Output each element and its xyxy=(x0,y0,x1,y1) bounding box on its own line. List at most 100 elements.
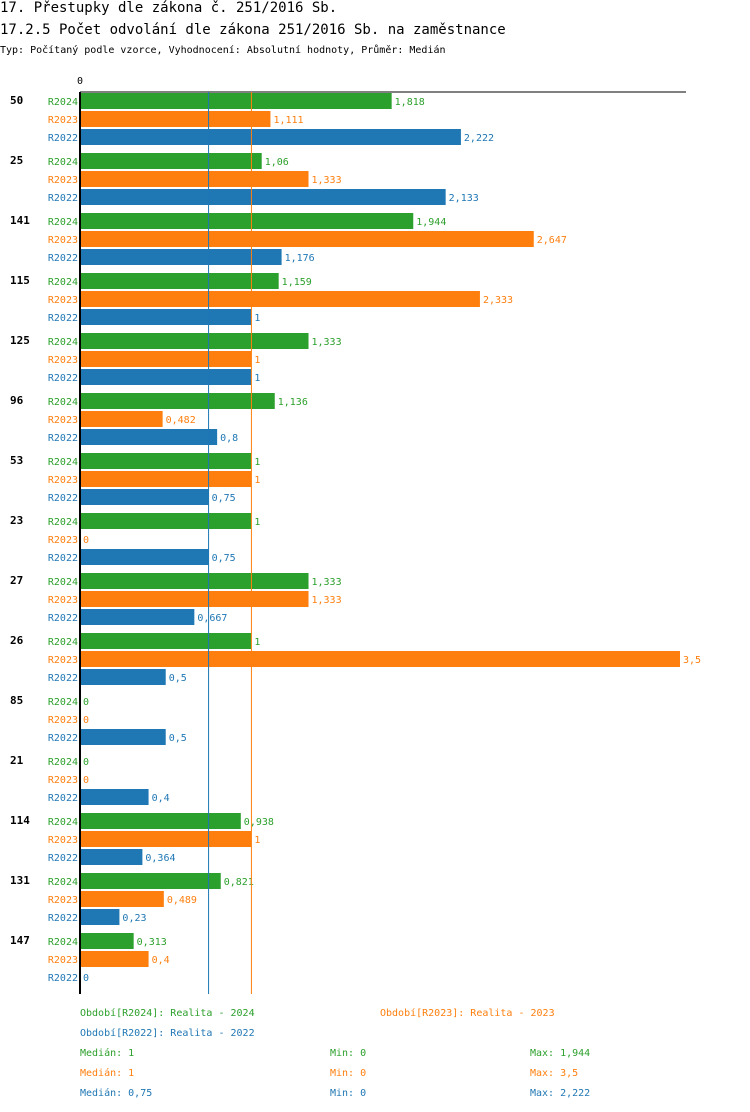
data-label: 1 xyxy=(254,355,260,366)
category-label: 25 xyxy=(10,154,23,167)
data-label: 2,222 xyxy=(464,133,494,144)
category-label: 114 xyxy=(10,814,30,827)
data-label: 0 xyxy=(83,973,89,984)
data-label: 1,944 xyxy=(416,217,446,228)
category-label: 115 xyxy=(10,274,30,287)
data-label: 0 xyxy=(83,697,89,708)
data-label: 0 xyxy=(83,715,89,726)
stat-max-r2024: Max: 1,944 xyxy=(530,1048,591,1059)
bar xyxy=(80,633,252,649)
category-label: 27 xyxy=(10,574,23,587)
bar xyxy=(80,549,209,565)
bar xyxy=(80,849,143,865)
bar xyxy=(80,573,309,589)
bar xyxy=(80,153,262,169)
bar xyxy=(80,513,252,529)
data-label: 0 xyxy=(83,757,89,768)
data-label: 0,75 xyxy=(212,553,236,564)
series-label: R2022 xyxy=(48,853,78,864)
chart-subtitle: 17.2.5 Počet odvolání dle zákona 251/201… xyxy=(0,22,506,38)
series-label: R2024 xyxy=(48,217,78,228)
series-label: R2023 xyxy=(48,355,78,366)
data-label: 2,133 xyxy=(449,193,479,204)
bar-chart: 0 50 R2024 1,818 R2023 1,111 R2022 2,222 25 R2024… xyxy=(10,76,701,994)
bar xyxy=(80,609,195,625)
series-label: R2022 xyxy=(48,973,78,984)
series-label: R2023 xyxy=(48,715,78,726)
data-label: 0,5 xyxy=(169,733,187,744)
series-label: R2024 xyxy=(48,637,78,648)
chart-title: 17. Přestupky dle zákona č. 251/2016 Sb. xyxy=(0,0,338,16)
bar xyxy=(80,909,120,925)
series-label: R2023 xyxy=(48,535,78,546)
data-label: 1,111 xyxy=(273,115,303,126)
data-label: 0,938 xyxy=(244,817,274,828)
series-label: R2024 xyxy=(48,577,78,588)
stat-max-r2022: Max: 2,222 xyxy=(530,1088,591,1099)
category-label: 50 xyxy=(10,94,23,107)
bar xyxy=(80,591,309,607)
stat-max-r2023: Max: 3,5 xyxy=(530,1068,579,1079)
stat-min-r2023: Min: 0 xyxy=(330,1068,367,1079)
data-label: 1,159 xyxy=(282,277,312,288)
series-label: R2023 xyxy=(48,295,78,306)
data-label: 0,821 xyxy=(224,877,254,888)
bar xyxy=(80,93,392,109)
series-label: R2023 xyxy=(48,655,78,666)
x-axis-zero-label: 0 xyxy=(77,76,83,87)
series-label: R2023 xyxy=(48,595,78,606)
data-label: 1,333 xyxy=(312,337,342,348)
series-label: R2022 xyxy=(48,373,78,384)
stat-min-r2024: Min: 0 xyxy=(330,1048,367,1059)
category-label: 96 xyxy=(10,394,24,407)
bar xyxy=(80,669,166,685)
bar xyxy=(80,213,414,229)
data-label: 0,482 xyxy=(166,415,196,426)
bar xyxy=(80,489,209,505)
series-label: R2023 xyxy=(48,415,78,426)
data-label: 1,818 xyxy=(395,97,425,108)
bar xyxy=(80,129,461,145)
bar xyxy=(80,171,309,187)
series-label: R2024 xyxy=(48,877,78,888)
data-label: 0 xyxy=(83,775,89,786)
category-label: 26 xyxy=(10,634,24,647)
series-label: R2023 xyxy=(48,775,78,786)
category-label: 85 xyxy=(10,694,23,707)
data-label: 3,5 xyxy=(683,655,701,666)
data-label: 1,136 xyxy=(278,397,308,408)
series-label: R2023 xyxy=(48,475,78,486)
series-label: R2024 xyxy=(48,817,78,828)
data-label: 1 xyxy=(254,637,260,648)
series-label: R2024 xyxy=(48,517,78,528)
series-label: R2024 xyxy=(48,277,78,288)
bar xyxy=(80,351,252,367)
series-label: R2024 xyxy=(48,157,78,168)
data-label: 0,364 xyxy=(145,853,175,864)
category-label: 125 xyxy=(10,334,30,347)
data-label: 1,333 xyxy=(312,577,342,588)
series-label: R2024 xyxy=(48,457,78,468)
bar xyxy=(80,429,218,445)
series-label: R2023 xyxy=(48,895,78,906)
chart-type-line: Typ: Počítaný podle vzorce, Vyhodnocení:… xyxy=(0,45,446,56)
data-label: 1 xyxy=(254,835,260,846)
bar xyxy=(80,453,252,469)
bar xyxy=(80,873,221,889)
bar xyxy=(80,111,271,127)
data-label: 1 xyxy=(254,313,260,324)
series-label: R2022 xyxy=(48,913,78,924)
bar xyxy=(80,249,282,265)
category-label: 147 xyxy=(10,934,30,947)
category-label: 141 xyxy=(10,214,30,227)
series-label: R2022 xyxy=(48,193,78,204)
data-label: 1,333 xyxy=(312,595,342,606)
bar xyxy=(80,831,252,847)
data-label: 0,75 xyxy=(212,493,236,504)
data-label: 0,4 xyxy=(152,955,170,966)
series-label: R2022 xyxy=(48,433,78,444)
series-label: R2022 xyxy=(48,133,78,144)
data-label: 0,489 xyxy=(167,895,197,906)
bar xyxy=(80,333,309,349)
series-label: R2022 xyxy=(48,253,78,264)
